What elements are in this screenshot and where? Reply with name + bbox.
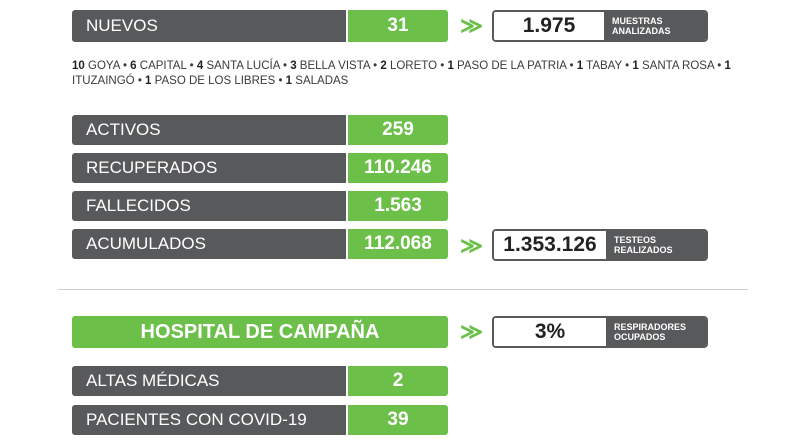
nuevos-row: NUEVOS 31 [72, 10, 448, 42]
town-name: ITUZAINGÓ [72, 75, 135, 87]
town-separator: • [437, 60, 448, 72]
town-item: 1 ITUZAINGÓ [72, 60, 731, 87]
stat-row: ACUMULADOS 112.068 [72, 229, 448, 259]
town-item: 3 BELLA VISTA [290, 60, 370, 72]
town-item: 1 SANTA ROSA [632, 60, 714, 72]
arrow-icon: ≫ [460, 319, 484, 344]
muestras-caption-line1: MUESTRAS [612, 16, 663, 26]
respiradores-caption: RESPIRADORES OCUPADOS [606, 318, 706, 346]
town-count: 1 [632, 60, 639, 72]
town-count: 2 [380, 60, 387, 72]
respiradores-box: 3% RESPIRADORES OCUPADOS [492, 316, 708, 348]
town-name: PASO DE LA PATRIA [457, 60, 567, 72]
stat-row: ACTIVOS 259 [72, 115, 448, 145]
town-count: 1 [576, 60, 584, 72]
town-count: 4 [196, 60, 204, 72]
town-count: 1 [447, 60, 454, 72]
town-item: 10 GOYA [72, 60, 120, 72]
respiradores-caption-line1: RESPIRADORES [614, 322, 687, 332]
town-separator: • [119, 60, 131, 72]
town-name: SANTA ROSA [642, 60, 715, 72]
town-name: CAPITAL [139, 60, 187, 72]
stat-label: RECUPERADOS [72, 153, 346, 183]
stat-value: 112.068 [348, 229, 448, 259]
town-name: SANTA LUCÍA [206, 60, 280, 72]
stat-row: RECUPERADOS 110.246 [72, 153, 448, 183]
town-separator: • [275, 75, 286, 87]
town-count: 1 [145, 75, 152, 87]
town-name: GOYA [88, 60, 120, 72]
stat-value: 39 [348, 405, 448, 435]
stat-label: PACIENTES CON COVID-19 [72, 405, 346, 435]
testeos-value: 1.353.126 [494, 231, 606, 259]
town-name: LORETO [389, 60, 438, 72]
town-count: 6 [130, 60, 137, 72]
muestras-caption-line2: ANALIZADAS [612, 26, 671, 36]
town-item: 1 TABAY [577, 60, 622, 72]
town-name: SALADAS [295, 75, 349, 87]
town-separator: • [186, 60, 197, 72]
testeos-caption-line2: REALIZADOS [614, 245, 673, 255]
town-separator: • [621, 60, 633, 72]
respiradores-caption-line2: OCUPADOS [614, 332, 666, 342]
town-count: 1 [285, 75, 293, 87]
stat-label: ACTIVOS [72, 115, 346, 145]
town-separator: • [566, 60, 577, 72]
stat-value: 1.563 [348, 191, 448, 221]
stat-row: FALLECIDOS 1.563 [72, 191, 448, 221]
town-item: 6 CAPITAL [130, 60, 186, 72]
section-divider [58, 289, 748, 290]
town-name: PASO DE LOS LIBRES [154, 75, 276, 87]
nuevos-value: 31 [348, 10, 448, 42]
muestras-caption: MUESTRAS ANALIZADAS [604, 12, 706, 40]
town-item: 1 SALADAS [286, 75, 349, 87]
stat-value: 2 [348, 366, 448, 396]
arrow-icon: ≫ [460, 233, 484, 258]
town-separator: • [134, 75, 146, 87]
stat-label: ALTAS MÉDICAS [72, 366, 346, 396]
town-separator: • [369, 60, 381, 72]
towns-list: 10 GOYA • 6 CAPITAL • 4 SANTA LUCÍA • 3 … [72, 59, 762, 89]
town-item: 1 PASO DE LOS LIBRES [145, 75, 275, 87]
testeos-box: 1.353.126 TESTEOS REALIZADOS [492, 229, 708, 261]
stat-value: 110.246 [348, 153, 448, 183]
town-item: 1 PASO DE LA PATRIA [447, 60, 566, 72]
respiradores-value: 3% [494, 318, 606, 346]
town-count: 3 [290, 60, 297, 72]
town-count: 1 [724, 60, 731, 72]
muestras-value: 1.975 [494, 12, 604, 40]
town-separator: • [714, 60, 725, 72]
town-item: 4 SANTA LUCÍA [197, 60, 280, 72]
stat-label: FALLECIDOS [72, 191, 346, 221]
town-item: 2 LORETO [380, 60, 437, 72]
testeos-caption: TESTEOS REALIZADOS [606, 231, 706, 259]
hospital-title: HOSPITAL DE CAMPAÑA [72, 316, 448, 348]
stat-label: ACUMULADOS [72, 229, 346, 259]
nuevos-label: NUEVOS [72, 10, 346, 42]
stat-value: 259 [348, 115, 448, 145]
town-name: BELLA VISTA [299, 60, 370, 72]
town-separator: • [279, 60, 291, 72]
testeos-caption-line1: TESTEOS [614, 235, 657, 245]
stat-row: PACIENTES CON COVID-19 39 [72, 405, 448, 435]
stat-row: ALTAS MÉDICAS 2 [72, 366, 448, 396]
town-name: TABAY [586, 60, 622, 72]
arrow-icon: ≫ [460, 13, 484, 38]
muestras-box: 1.975 MUESTRAS ANALIZADAS [492, 10, 708, 42]
town-count: 10 [72, 60, 85, 72]
